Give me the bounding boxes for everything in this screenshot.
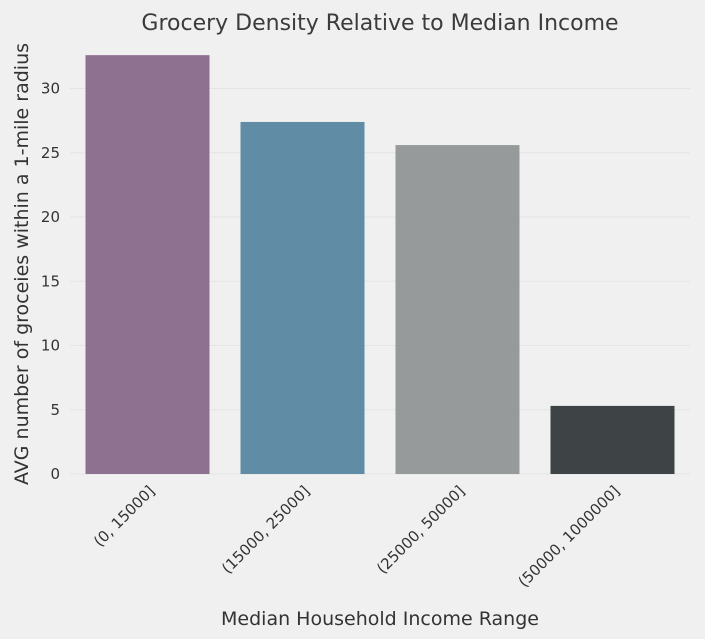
bar xyxy=(240,121,365,475)
chart-title: Grocery Density Relative to Median Incom… xyxy=(141,11,618,36)
y-tick-label: 25 xyxy=(41,144,60,162)
y-tick-label: 5 xyxy=(50,401,60,419)
y-tick-label: 15 xyxy=(41,272,60,290)
bar xyxy=(550,405,675,474)
y-axis-label: AVG number of groceies within a 1-mile r… xyxy=(11,43,33,485)
y-tick-label: 0 xyxy=(50,465,60,483)
x-axis-label: Median Household Income Range xyxy=(221,608,539,630)
y-tick-label: 10 xyxy=(41,337,60,355)
bar xyxy=(395,145,520,474)
bars xyxy=(85,55,675,475)
y-tick-label: 20 xyxy=(41,208,60,226)
bar xyxy=(85,55,210,474)
y-tick-label: 30 xyxy=(41,80,60,98)
y-tick-labels: 0 5 10 15 20 25 30 xyxy=(41,80,60,483)
